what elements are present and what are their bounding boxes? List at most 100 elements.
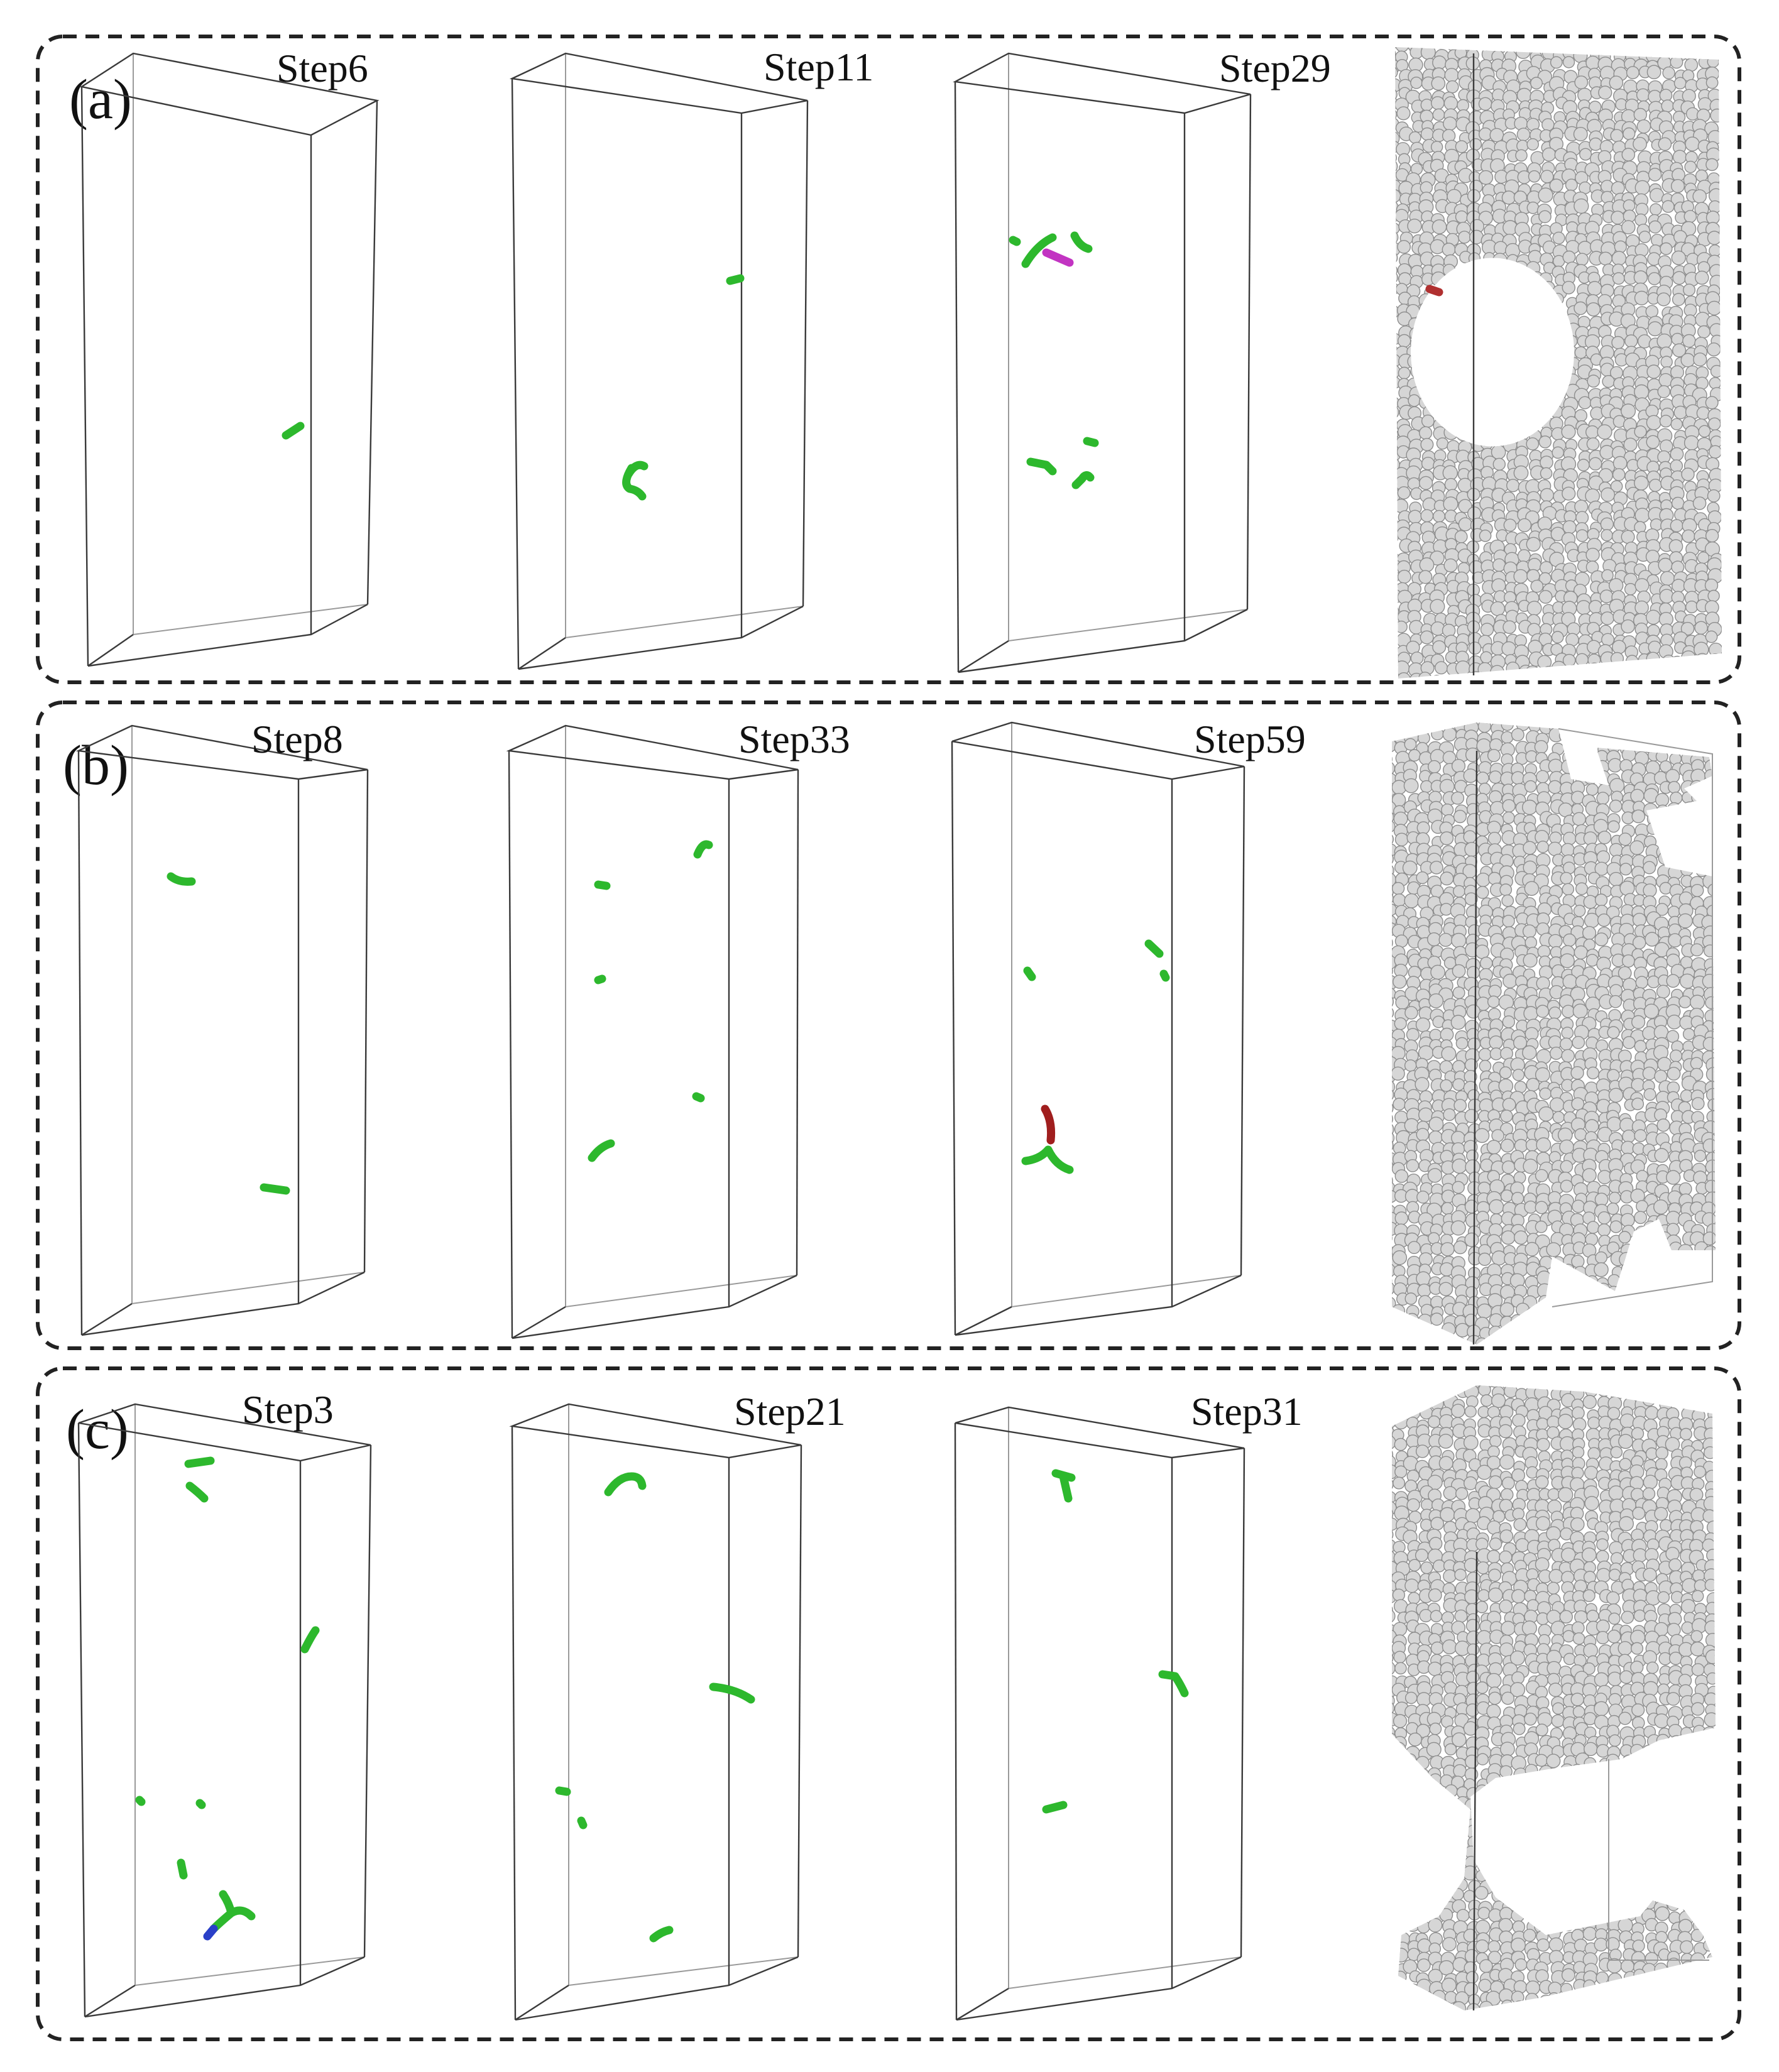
- atom-sphere: [1559, 1139, 1574, 1155]
- atom-sphere: [1438, 1878, 1453, 1892]
- atom-sphere: [1445, 358, 1458, 371]
- atom-sphere: [1395, 222, 1400, 235]
- atom-sphere: [1561, 759, 1576, 774]
- atom-sphere: [1710, 108, 1722, 123]
- panel-b-frame: [36, 701, 1741, 1350]
- atom-sphere: [1392, 722, 1406, 726]
- atom-sphere: [1546, 1526, 1562, 1542]
- atom-sphere: [1621, 1785, 1635, 1799]
- atom-sphere: [1633, 722, 1646, 725]
- atom-sphere: [1660, 1519, 1673, 1532]
- atom-sphere: [1530, 285, 1543, 298]
- atom-sphere: [1480, 332, 1495, 348]
- panel-c-step1-box: Step3: [77, 1387, 372, 2018]
- atom-sphere: [1515, 149, 1528, 162]
- atom-sphere: [1408, 1591, 1421, 1605]
- atom-sphere: [1476, 1824, 1492, 1840]
- atom-sphere: [1634, 1235, 1649, 1250]
- atom-sphere: [1548, 1775, 1563, 1791]
- atom-sphere: [1440, 871, 1454, 886]
- atom-sphere: [1501, 722, 1514, 731]
- atom-sphere: [1538, 590, 1553, 604]
- atom-sphere: [1440, 722, 1453, 723]
- atom-sphere: [1402, 1846, 1418, 1862]
- atom-sphere: [1678, 830, 1693, 845]
- atom-sphere: [1549, 1273, 1563, 1288]
- atom-sphere: [1668, 933, 1682, 947]
- atom-sphere: [1523, 1159, 1538, 1174]
- atom-sphere: [1416, 1807, 1431, 1822]
- atom-sphere: [1597, 913, 1611, 927]
- atom-sphere: [1709, 642, 1722, 657]
- atom-sphere: [1489, 1199, 1504, 1214]
- atom-sphere: [1588, 662, 1601, 675]
- atom-sphere: [1452, 1078, 1465, 1091]
- atom-sphere: [1571, 1285, 1584, 1298]
- atom-sphere: [1427, 1855, 1442, 1870]
- dislocation-line: [1158, 1670, 1189, 1698]
- atom-sphere: [1428, 1537, 1443, 1551]
- atom-sphere: [1669, 1652, 1683, 1666]
- atom-sphere: [1440, 1794, 1453, 1808]
- panel-a: (a) Step6 Step11: [36, 35, 1741, 684]
- atom-sphere: [1572, 1446, 1585, 1459]
- atom-sphere: [1584, 739, 1597, 751]
- atom-sphere: [1427, 932, 1442, 947]
- atom-sphere: [1594, 932, 1609, 947]
- atom-sphere: [1443, 365, 1459, 381]
- panel-b-step3-label: Step59: [1194, 717, 1306, 761]
- atom-sphere: [1608, 1612, 1621, 1625]
- atom-sphere: [1647, 975, 1660, 989]
- atom-sphere: [1695, 845, 1708, 858]
- panel-c-step2-box: Step21: [509, 1389, 846, 2021]
- atom-sphere: [1596, 1858, 1610, 1872]
- atom-sphere: [1475, 1869, 1488, 1882]
- dislocation-line: [1042, 1801, 1068, 1814]
- atom-sphere: [1394, 1017, 1407, 1030]
- atom-sphere: [1419, 426, 1433, 440]
- atom-sphere: [1547, 1889, 1562, 1903]
- atom-sphere: [1631, 1774, 1646, 1789]
- atom-sphere: [1392, 1307, 1394, 1321]
- atom-sphere: [1392, 903, 1398, 916]
- atom-sphere: [1600, 517, 1614, 531]
- atom-sphere: [1555, 327, 1568, 340]
- atom-sphere: [1594, 1672, 1609, 1688]
- atom-sphere: [1486, 1672, 1502, 1689]
- atom-sphere: [1465, 1618, 1480, 1633]
- atom-sphere: [1671, 1385, 1684, 1397]
- atom-sphere: [1642, 1294, 1657, 1309]
- atom-sphere: [1392, 1865, 1397, 1880]
- atom-sphere: [1552, 1702, 1565, 1715]
- atom-sphere: [1522, 924, 1536, 939]
- atom-sphere: [1395, 295, 1396, 308]
- atom-sphere: [1395, 572, 1399, 585]
- atom-sphere: [1571, 1818, 1585, 1832]
- atom-sphere: [1606, 1324, 1621, 1339]
- atom-sphere: [1643, 1828, 1656, 1841]
- atom-sphere: [1501, 709, 1515, 722]
- atom-sphere: [1513, 465, 1529, 481]
- atom-sphere: [1642, 1777, 1657, 1792]
- atom-sphere: [1442, 1639, 1457, 1655]
- atom-sphere: [1642, 1235, 1656, 1249]
- atom-sphere: [1503, 1804, 1516, 1818]
- atom-sphere: [1395, 47, 1410, 53]
- atom-sphere: [1548, 1866, 1563, 1880]
- atom-sphere: [1466, 1818, 1480, 1832]
- atom-sphere: [1702, 1385, 1716, 1388]
- atom-sphere: [1656, 722, 1672, 726]
- atom-sphere: [1538, 1306, 1553, 1319]
- atom-sphere: [1468, 324, 1482, 339]
- atom-sphere: [1476, 1561, 1490, 1574]
- atom-sphere: [1404, 1118, 1420, 1133]
- atom-sphere: [1467, 342, 1482, 357]
- atom-sphere: [1577, 241, 1592, 256]
- atom-cluster: [1392, 709, 1716, 1344]
- atom-sphere: [1583, 1285, 1599, 1300]
- atom-sphere: [1428, 1130, 1443, 1145]
- atom-sphere: [1475, 1537, 1489, 1551]
- atom-sphere: [1443, 1804, 1458, 1819]
- atom-sphere: [1618, 1516, 1634, 1532]
- atom-sphere: [1521, 799, 1538, 815]
